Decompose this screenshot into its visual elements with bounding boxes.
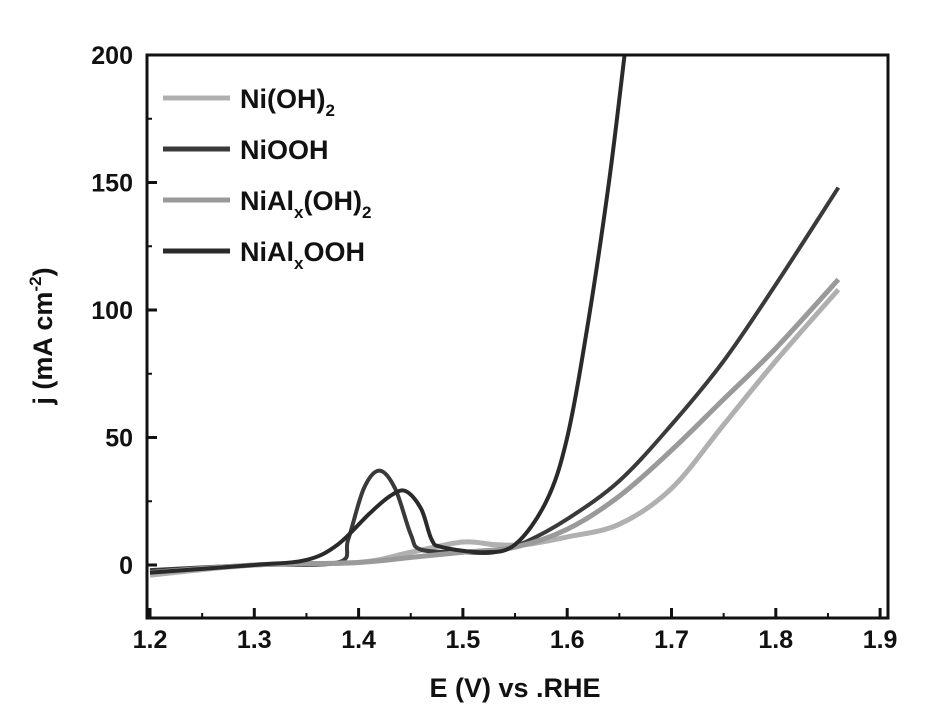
legend-label: Ni(OH)2 [240, 84, 335, 120]
legend-label-part: NiAl [240, 237, 294, 267]
y-tick-label: 150 [91, 170, 133, 198]
y-tick-label: 100 [91, 297, 133, 325]
series-line-nialxooh [150, 55, 625, 573]
legend-label-part: NiOOH [240, 135, 329, 165]
x-tick-label: 1.5 [446, 626, 481, 654]
y-tick-label: 0 [119, 552, 133, 580]
x-tick-label: 1.4 [341, 626, 376, 654]
x-tick-label: 1.2 [133, 626, 168, 654]
legend-label: NiAlx(OH)2 [240, 186, 371, 222]
series-line-nioh2 [150, 290, 838, 576]
legend: Ni(OH)2NiOOHNiAlx(OH)2NiAlxOOH [163, 84, 371, 273]
x-axis-title: E (V) vs .RHE [429, 673, 600, 703]
legend-label-part: OOH [303, 237, 365, 267]
legend-label: NiAlxOOH [240, 237, 365, 273]
y-tick-label: 200 [91, 42, 133, 70]
legend-label-part: Ni(OH) [240, 84, 325, 114]
legend-label-part: (OH) [303, 186, 361, 216]
series-line-nialxoh2 [150, 279, 838, 572]
y-axis-title: j (mA cm-2) [26, 267, 58, 405]
y-tick-label: 50 [105, 425, 133, 453]
legend-label-part: 2 [325, 101, 334, 120]
x-tick-label: 1.9 [863, 626, 898, 654]
legend-label: NiOOH [240, 135, 329, 165]
x-tick-label: 1.6 [550, 626, 585, 654]
x-tick-label: 1.8 [758, 626, 793, 654]
x-tick-label: 1.7 [654, 626, 689, 654]
legend-label-part: NiAl [240, 186, 294, 216]
x-tick-label: 1.3 [237, 626, 272, 654]
series-layer [150, 55, 838, 575]
legend-label-part: 2 [362, 203, 371, 222]
chart: 1.2 1.3 1.4 1.5 1.6 1.7 1.8 1.9 0 50 100 150 200 E (… [0, 0, 925, 718]
